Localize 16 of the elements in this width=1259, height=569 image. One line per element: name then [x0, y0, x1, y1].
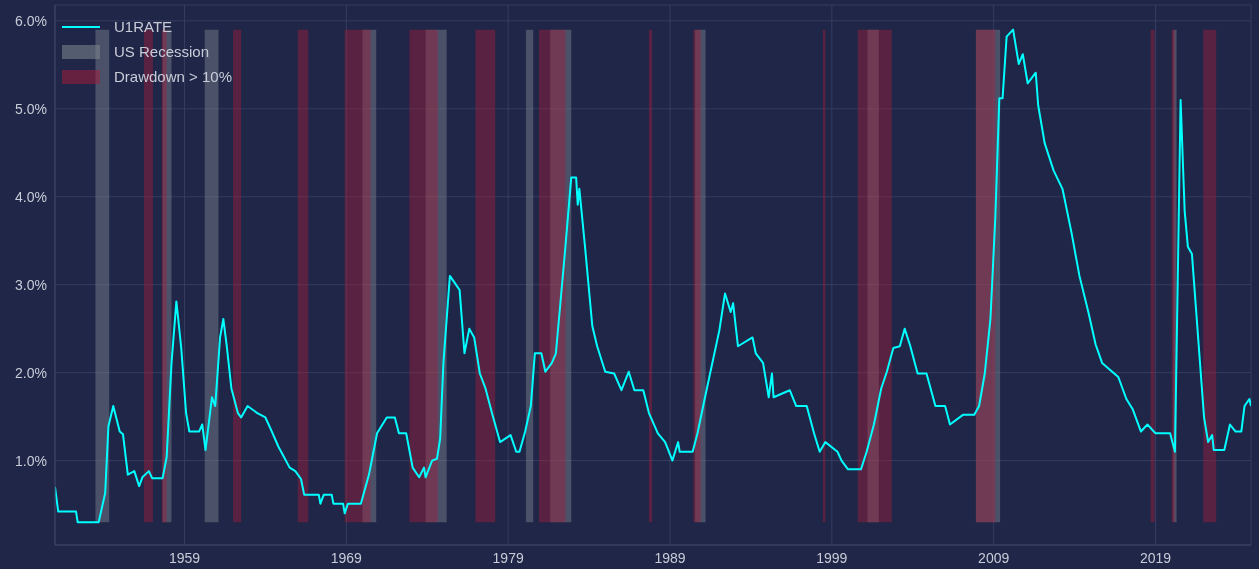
x-tick-label: 1999 — [816, 549, 848, 566]
y-tick-label: 5.0% — [15, 100, 47, 117]
y-tick-label: 3.0% — [15, 276, 47, 293]
y-tick-label: 2.0% — [15, 364, 47, 381]
x-tick-label: 1969 — [330, 549, 363, 566]
x-tick-label: 1959 — [168, 549, 201, 566]
y-tick-label: 4.0% — [15, 188, 47, 205]
x-tick-label: 1979 — [492, 549, 524, 566]
x-tick-label: 2019 — [1139, 549, 1172, 566]
band-label: Drawdown > 10% — [114, 67, 232, 87]
y-tick-label: 1.0% — [15, 452, 47, 469]
y-tick-label: 6.0% — [15, 12, 47, 29]
x-tick-label: 2009 — [978, 549, 1010, 566]
band-label: US Recession — [114, 42, 210, 62]
legend-label: U1RATE — [114, 17, 173, 37]
x-tick-label: 1989 — [654, 549, 686, 566]
